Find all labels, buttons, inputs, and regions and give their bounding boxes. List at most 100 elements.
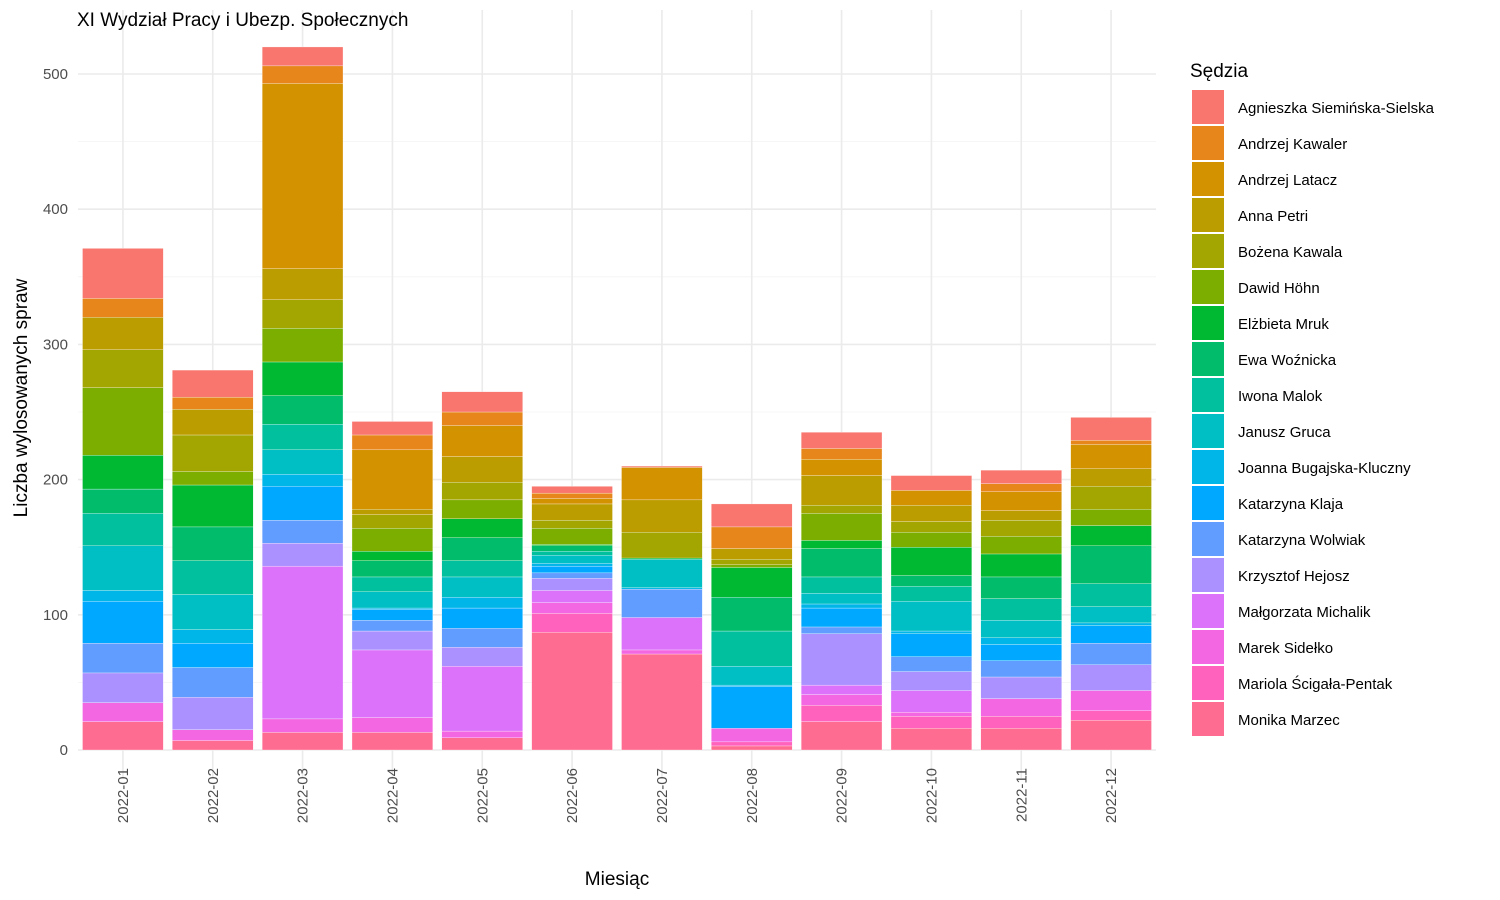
legend-swatch (1192, 234, 1224, 268)
bar-segment: Andrzej Latacz 2022-05: 23 (441, 425, 523, 457)
bar-segment: Katarzyna Wolwiak 2022-02: 22 (172, 667, 254, 698)
bar-segment: Agnieszka Siemińska-Sielska 2022-10: 11 (890, 475, 972, 491)
bar-segment: Monika Marzec 2022-11: 16 (980, 728, 1062, 751)
bar-segment: Joanna Bugajska-Kluczny 2022-09: 3 (801, 603, 883, 609)
y-tick-label: 0 (60, 742, 68, 759)
bar-segment: Andrzej Latacz 2022-03: 137 (262, 83, 344, 269)
bar-segment: Monika Marzec 2022-07: 71 (621, 653, 703, 751)
bar-segment: Dawid Höhn 2022-04: 17 (351, 528, 433, 552)
legend-item: Mariola Ścigała-Pentak (1192, 666, 1393, 700)
bar-segment: Andrzej Kawaler 2022-01: 14 (82, 298, 164, 318)
bar-segment: Joanna Bugajska-Kluczny 2022-06: 2 (531, 563, 613, 567)
bar-segment: Dawid Höhn 2022-09: 20 (801, 513, 883, 541)
x-tick-labels: 2022-01 2022-02 2022-03 2022-04 2022-05 2022-… (115, 768, 1120, 823)
bar-segment: Katarzyna Klaja 2022-12: 13 (1070, 625, 1152, 644)
bar-segment: Krzysztof Hejosz 2022-11: 16 (980, 676, 1062, 699)
x-tick-label: 2022-10 (923, 768, 940, 823)
bar-segment: Agnieszka Siemińska-Sielska 2022-12: 17 (1070, 417, 1152, 441)
x-tick-label: 2022-09 (834, 768, 851, 823)
bar-segment: Anna Petri 2022-09: 22 (801, 475, 883, 506)
bar-segment: Monika Marzec 2022-01: 21 (82, 721, 164, 751)
bar-segment: Elżbieta Mruk 2022-08: 22 (711, 567, 793, 598)
bar-segment: Joanna Bugajska-Kluczny 2022-02: 10 (172, 629, 254, 644)
bar-segment: Małgorzata Michalik 2022-06: 9 (531, 590, 613, 603)
x-tick-label: 2022-12 (1103, 768, 1120, 823)
bar-segment: Bożena Kawala 2022-04: 10 (351, 514, 433, 529)
legend-swatch (1192, 522, 1224, 556)
bar-segment: Monika Marzec 2022-06: 87 (531, 632, 613, 751)
bar-segment: Andrzej Kawaler 2022-04: 11 (351, 434, 433, 451)
bar-segment: Elżbieta Mruk 2022-01: 25 (82, 455, 164, 490)
legend-item: Katarzyna Wolwiak (1192, 522, 1366, 556)
bar-segment: Andrzej Latacz 2022-06: 4 (531, 498, 613, 505)
x-tick-label: 2022-08 (744, 768, 761, 823)
bar-segment: Agnieszka Siemińska-Sielska 2022-02: 20 (172, 369, 254, 398)
bar-segment: Małgorzata Michalik 2022-07: 24 (621, 617, 703, 651)
bar-segment: Monika Marzec 2022-05: 9 (441, 737, 523, 751)
bar-segment: Iwona Malok 2022-05: 12 (441, 560, 523, 578)
y-tick-label: 200 (43, 472, 68, 489)
bar-segment: Krzysztof Hejosz 2022-10: 14 (890, 671, 972, 691)
bar-segment: Bożena Kawala 2022-05: 13 (441, 482, 523, 501)
bar-segment: Bożena Kawala 2022-10: 8 (890, 521, 972, 533)
bar-segment: Bożena Kawala 2022-09: 6 (801, 505, 883, 514)
bar-segment: Agnieszka Siemińska-Sielska 2022-01: 37 (82, 248, 164, 299)
bar-segment: Bożena Kawala 2022-11: 12 (980, 520, 1062, 537)
bar-segment: Janusz Gruca 2022-10: 22 (890, 601, 972, 632)
bar-segment: Monika Marzec 2022-10: 16 (890, 728, 972, 751)
y-tick-label: 400 (43, 201, 68, 218)
bar-segment: Mariola Ścigała-Pentak 2022-11: 9 (980, 716, 1062, 729)
bar-segment: Janusz Gruca 2022-04: 12 (351, 591, 433, 609)
bar-segment: Iwona Malok 2022-12: 17 (1070, 583, 1152, 607)
bar-segment: Katarzyna Klaja 2022-01: 31 (82, 601, 164, 644)
legend-swatch (1192, 306, 1224, 340)
legend-item: Ewa Woźnicka (1192, 342, 1337, 376)
bar-segment: Katarzyna Klaja 2022-11: 12 (980, 644, 1062, 661)
bar-segment: Katarzyna Wolwiak 2022-09: 5 (801, 626, 883, 634)
legend-swatch (1192, 558, 1224, 592)
bar-segment: Katarzyna Klaja 2022-04: 8 (351, 609, 433, 621)
bar-segment: Katarzyna Wolwiak 2022-04: 8 (351, 620, 433, 632)
bar-segment: Ewa Woźnicka 2022-06: 4 (531, 545, 613, 552)
bar-segment: Katarzyna Wolwiak 2022-05: 14 (441, 628, 523, 648)
bar-segment: Iwona Malok 2022-06: 3 (531, 551, 613, 556)
bar-segment: Anna Petri 2022-01: 24 (82, 317, 164, 350)
x-tick-label: 2022-01 (115, 768, 132, 823)
bar-segment: Elżbieta Mruk 2022-03: 25 (262, 361, 344, 396)
bar-segment: Dawid Höhn 2022-11: 13 (980, 536, 1062, 555)
bar-segment: Joanna Bugajska-Kluczny 2022-08: 1 (711, 684, 793, 687)
legend-item: Marek Sidełko (1192, 630, 1333, 664)
bar-segment: Agnieszka Siemińska-Sielska 2022-11: 10 (980, 469, 1062, 484)
bar-segment: Dawid Höhn 2022-10: 11 (890, 532, 972, 548)
legend-swatch (1192, 594, 1224, 628)
bar-segment: Andrzej Latacz 2022-09: 12 (801, 459, 883, 476)
bar-segment: Agnieszka Siemińska-Sielska 2022-07: 1 (621, 465, 703, 468)
bar-segment: Bożena Kawala 2022-12: 17 (1070, 486, 1152, 510)
bar-segment: Krzysztof Hejosz 2022-12: 19 (1070, 664, 1152, 691)
bar-segment: Iwona Malok 2022-10: 11 (890, 586, 972, 602)
legend-item: Monika Marzec (1192, 702, 1340, 736)
bar-segment: Janusz Gruca 2022-07: 21 (621, 559, 703, 588)
bar-segment: Andrzej Latacz 2022-10: 11 (890, 490, 972, 506)
bar-segment: Krzysztof Hejosz 2022-03: 17 (262, 542, 344, 567)
bar-segment: Agnieszka Siemińska-Sielska 2022-05: 15 (441, 391, 523, 413)
chart-title: XI Wydział Pracy i Ubezp. Społecznych (77, 10, 408, 31)
bars-layer: Monika Marzec 2022-01: 21Marek Sidełko 2… (82, 46, 1152, 751)
bar-segment: Bożena Kawala 2022-03: 21 (262, 299, 344, 329)
bar-segment: Janusz Gruca 2022-01: 33 (82, 545, 164, 591)
bar-segment: Krzysztof Hejosz 2022-02: 24 (172, 697, 254, 730)
bar-segment: Agnieszka Siemińska-Sielska 2022-06: 5 (531, 486, 613, 494)
bar-segment: Andrzej Kawaler 2022-11: 6 (980, 483, 1062, 492)
x-tick-label: 2022-07 (654, 768, 671, 823)
bar-segment: Andrzej Latacz 2022-07: 24 (621, 467, 703, 501)
bar-segment: Janusz Gruca 2022-02: 26 (172, 594, 254, 630)
legend-label: Agnieszka Siemińska-Sielska (1238, 100, 1435, 117)
bar-segment: Marek Sidełko 2022-01: 14 (82, 702, 164, 722)
bar-segment: Anna Petri 2022-07: 24 (621, 499, 703, 533)
bar-segment: Elżbieta Mruk 2022-05: 14 (441, 518, 523, 538)
legend-label: Bożena Kawala (1238, 244, 1343, 261)
bar-segment: Krzysztof Hejosz 2022-01: 22 (82, 672, 164, 703)
legend-swatch (1192, 702, 1224, 736)
